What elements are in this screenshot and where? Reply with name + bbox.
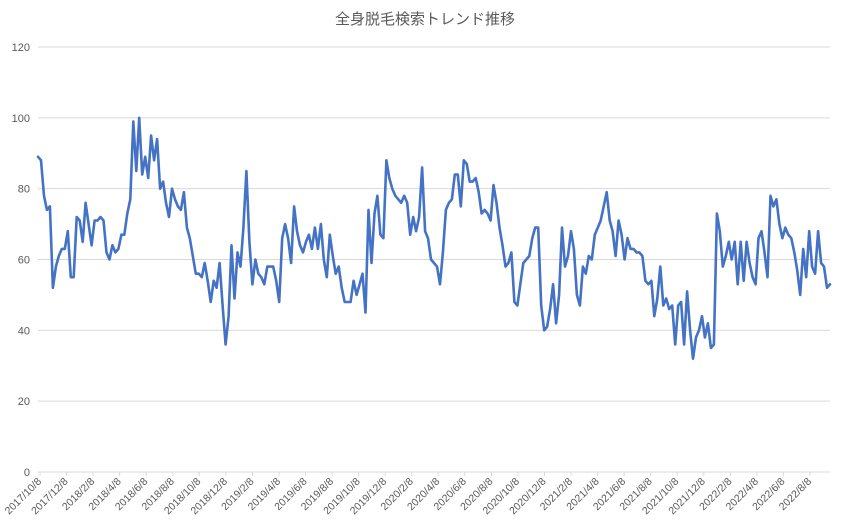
y-tick-label: 40 bbox=[18, 325, 30, 337]
trend-line-series bbox=[36, 116, 832, 361]
y-tick-label: 120 bbox=[12, 42, 30, 54]
gridlines bbox=[38, 46, 830, 473]
y-tick-label: 100 bbox=[12, 113, 30, 125]
y-tick-label: 20 bbox=[18, 396, 30, 408]
y-tick-label: 0 bbox=[24, 467, 30, 479]
x-axis: 2017/10/82017/12/82018/2/82018/4/82018/6… bbox=[3, 472, 814, 517]
y-tick-label: 60 bbox=[18, 255, 30, 267]
y-axis: 0 20 40 60 80 100 120 bbox=[12, 42, 30, 479]
y-tick-label: 80 bbox=[18, 184, 30, 196]
chart-title: 全身脱毛検索トレンド推移 bbox=[334, 10, 515, 28]
